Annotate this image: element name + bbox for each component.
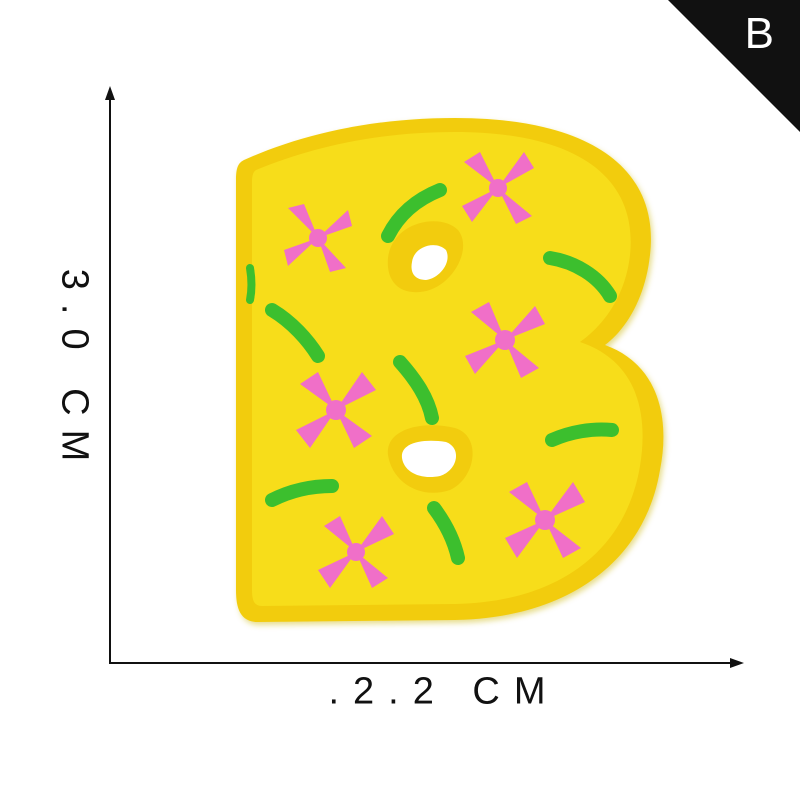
leaf-6 bbox=[265, 479, 339, 507]
width-dimension-label: .2.2 CM bbox=[328, 670, 560, 713]
corner-badge: B bbox=[668, 0, 800, 132]
patch-leaves bbox=[246, 183, 619, 565]
leaf-7 bbox=[427, 501, 465, 565]
corner-triangle bbox=[668, 0, 800, 132]
flower-6 bbox=[505, 482, 585, 558]
flower-3 bbox=[465, 302, 545, 378]
corner-letter: B bbox=[744, 9, 774, 58]
flower-5 bbox=[318, 516, 394, 588]
horizontal-axis-arrowhead bbox=[730, 658, 744, 668]
leaf-8 bbox=[246, 264, 256, 304]
flower-2 bbox=[462, 152, 534, 224]
leaf-4 bbox=[393, 355, 439, 425]
leaf-3 bbox=[265, 303, 325, 363]
leaf-5 bbox=[545, 422, 619, 447]
patch-holes bbox=[387, 221, 473, 493]
flower-4 bbox=[296, 372, 376, 448]
patch-flowers bbox=[284, 152, 585, 588]
patch-body bbox=[236, 118, 664, 622]
leaf-1 bbox=[381, 183, 447, 243]
vertical-axis-arrowhead bbox=[105, 86, 115, 100]
leaf-2 bbox=[543, 251, 617, 303]
flower-1 bbox=[284, 204, 352, 272]
